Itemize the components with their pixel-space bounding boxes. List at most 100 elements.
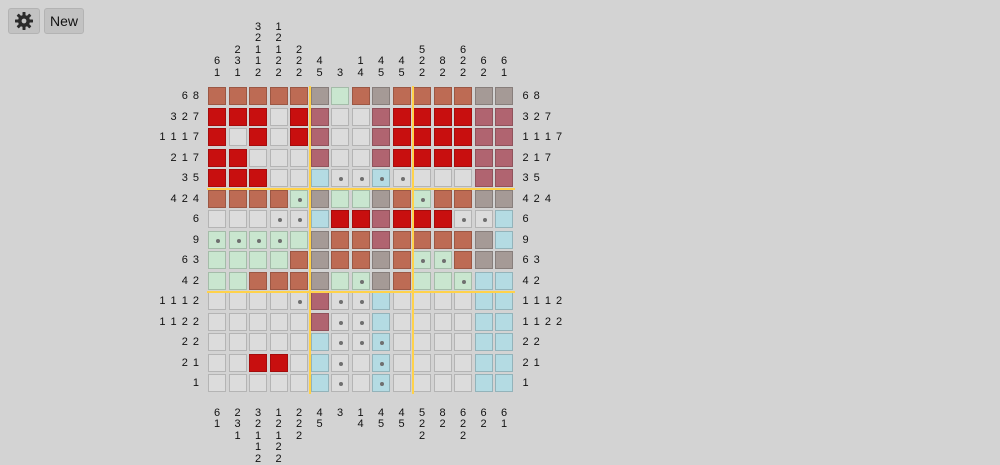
grid-cell[interactable] <box>413 251 431 269</box>
grid-cell[interactable] <box>249 312 267 331</box>
grid-cell[interactable] <box>413 374 431 392</box>
grid-cell[interactable] <box>433 333 452 351</box>
grid-cell[interactable] <box>228 374 247 392</box>
grid-cell[interactable] <box>228 107 247 126</box>
grid-cell[interactable] <box>454 128 472 146</box>
grid-cell[interactable] <box>495 312 513 331</box>
grid-cell[interactable] <box>454 374 472 392</box>
grid-cell[interactable] <box>208 374 226 392</box>
grid-cell[interactable] <box>351 189 370 208</box>
grid-cell[interactable] <box>331 353 349 372</box>
grid-cell[interactable] <box>331 128 349 146</box>
grid-cell[interactable] <box>372 312 390 331</box>
grid-cell[interactable] <box>208 251 226 269</box>
grid-cell[interactable] <box>269 107 288 126</box>
grid-cell[interactable] <box>351 271 370 290</box>
grid-cell[interactable] <box>249 230 267 249</box>
grid-cell[interactable] <box>413 169 431 187</box>
grid-cell[interactable] <box>413 333 431 351</box>
grid-cell[interactable] <box>413 210 431 228</box>
grid-cell[interactable] <box>495 189 513 208</box>
grid-cell[interactable] <box>372 189 390 208</box>
grid-cell[interactable] <box>269 169 288 187</box>
grid-cell[interactable] <box>331 333 349 351</box>
grid-cell[interactable] <box>392 169 411 187</box>
grid-cell[interactable] <box>269 312 288 331</box>
grid-cell[interactable] <box>392 374 411 392</box>
grid-cell[interactable] <box>269 374 288 392</box>
grid-cell[interactable] <box>474 292 493 310</box>
grid-cell[interactable] <box>372 148 390 167</box>
grid-cell[interactable] <box>474 107 493 126</box>
grid-cell[interactable] <box>351 251 370 269</box>
grid-cell[interactable] <box>208 87 226 105</box>
grid-cell[interactable] <box>372 292 390 310</box>
grid-cell[interactable] <box>290 210 308 228</box>
grid-cell[interactable] <box>454 292 472 310</box>
grid-cell[interactable] <box>290 128 308 146</box>
grid-cell[interactable] <box>310 333 329 351</box>
grid-cell[interactable] <box>454 189 472 208</box>
grid-cell[interactable] <box>454 169 472 187</box>
grid-cell[interactable] <box>269 87 288 105</box>
grid-cell[interactable] <box>208 333 226 351</box>
grid-cell[interactable] <box>269 292 288 310</box>
grid-cell[interactable] <box>310 251 329 269</box>
grid-cell[interactable] <box>495 230 513 249</box>
grid-cell[interactable] <box>208 210 226 228</box>
grid-cell[interactable] <box>372 128 390 146</box>
grid-cell[interactable] <box>454 230 472 249</box>
grid-cell[interactable] <box>310 169 329 187</box>
grid-cell[interactable] <box>290 353 308 372</box>
grid-cell[interactable] <box>495 210 513 228</box>
grid-cell[interactable] <box>249 353 267 372</box>
grid-cell[interactable] <box>495 107 513 126</box>
grid-cell[interactable] <box>249 374 267 392</box>
grid-cell[interactable] <box>351 292 370 310</box>
grid-cell[interactable] <box>433 148 452 167</box>
grid-cell[interactable] <box>228 210 247 228</box>
grid-cell[interactable] <box>372 87 390 105</box>
grid-cell[interactable] <box>351 128 370 146</box>
grid-cell[interactable] <box>433 169 452 187</box>
grid-cell[interactable] <box>331 87 349 105</box>
grid-cell[interactable] <box>208 189 226 208</box>
grid-cell[interactable] <box>495 169 513 187</box>
grid-cell[interactable] <box>228 251 247 269</box>
grid-cell[interactable] <box>495 251 513 269</box>
grid-cell[interactable] <box>249 107 267 126</box>
grid-cell[interactable] <box>392 107 411 126</box>
grid-cell[interactable] <box>249 128 267 146</box>
grid-cell[interactable] <box>433 189 452 208</box>
grid-cell[interactable] <box>249 251 267 269</box>
grid-cell[interactable] <box>310 107 329 126</box>
grid-cell[interactable] <box>474 374 493 392</box>
grid-cell[interactable] <box>228 87 247 105</box>
grid-cell[interactable] <box>474 87 493 105</box>
grid-cell[interactable] <box>249 292 267 310</box>
grid-cell[interactable] <box>474 353 493 372</box>
grid-cell[interactable] <box>372 230 390 249</box>
grid-cell[interactable] <box>474 169 493 187</box>
grid-cell[interactable] <box>372 210 390 228</box>
grid-cell[interactable] <box>392 148 411 167</box>
grid-cell[interactable] <box>413 353 431 372</box>
grid-cell[interactable] <box>228 271 247 290</box>
grid-cell[interactable] <box>208 169 226 187</box>
grid-cell[interactable] <box>249 148 267 167</box>
grid-cell[interactable] <box>310 230 329 249</box>
grid-cell[interactable] <box>454 210 472 228</box>
grid-cell[interactable] <box>454 251 472 269</box>
grid-cell[interactable] <box>228 333 247 351</box>
grid-cell[interactable] <box>331 148 349 167</box>
grid-cell[interactable] <box>290 374 308 392</box>
grid-cell[interactable] <box>433 87 452 105</box>
grid-cell[interactable] <box>269 189 288 208</box>
grid-cell[interactable] <box>208 230 226 249</box>
grid-cell[interactable] <box>331 210 349 228</box>
grid-cell[interactable] <box>495 333 513 351</box>
grid-cell[interactable] <box>310 210 329 228</box>
grid-cell[interactable] <box>310 271 329 290</box>
grid-cell[interactable] <box>392 189 411 208</box>
grid-cell[interactable] <box>413 87 431 105</box>
